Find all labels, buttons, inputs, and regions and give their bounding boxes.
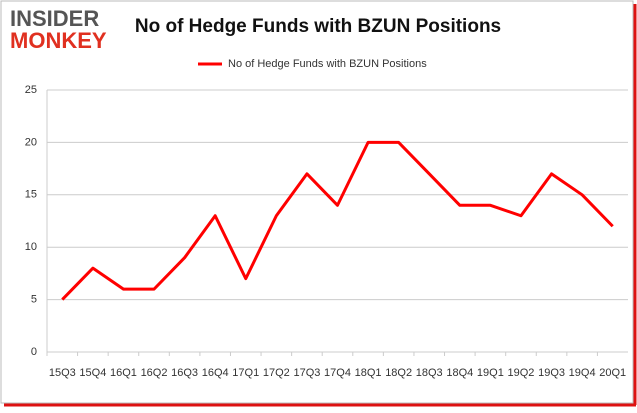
x-tick-label: 18Q2 [385,367,412,379]
y-tick-label: 15 [25,189,37,201]
logo-line2: MONKEY [10,28,107,53]
x-tick-label: 19Q1 [477,367,504,379]
x-tick-label: 17Q4 [324,367,351,379]
x-tick-label: 15Q4 [79,367,106,379]
x-tick-label: 19Q3 [538,367,565,379]
x-tick-label: 16Q2 [141,367,168,379]
y-tick-label: 10 [25,241,37,253]
x-tick-label: 18Q4 [446,367,473,379]
chart-title: No of Hedge Funds with BZUN Positions [135,16,501,37]
x-tick-label: 16Q4 [202,367,229,379]
x-tick-label: 18Q1 [355,367,382,379]
y-tick-label: 5 [31,294,37,306]
x-tick-label: 17Q3 [293,367,320,379]
logo-line1: INSIDER [10,6,99,31]
frame [0,0,634,404]
line-series [61,140,614,301]
x-tick-label: 17Q1 [232,367,259,379]
x-tick-label: 17Q2 [263,367,290,379]
x-tick-label: 19Q2 [508,367,535,379]
y-tick-label: 0 [31,346,37,358]
x-tick-label: 16Q3 [171,367,198,379]
x-tick-label: 18Q3 [416,367,443,379]
x-tick-label: 20Q1 [599,367,626,379]
x-tick-label: 16Q1 [110,367,137,379]
x-tick-label: 19Q4 [569,367,596,379]
legend-label: No of Hedge Funds with BZUN Positions [228,58,427,70]
y-tick-label: 25 [25,84,37,96]
y-tick-label: 20 [25,136,37,148]
x-tick-label: 15Q3 [49,367,76,379]
